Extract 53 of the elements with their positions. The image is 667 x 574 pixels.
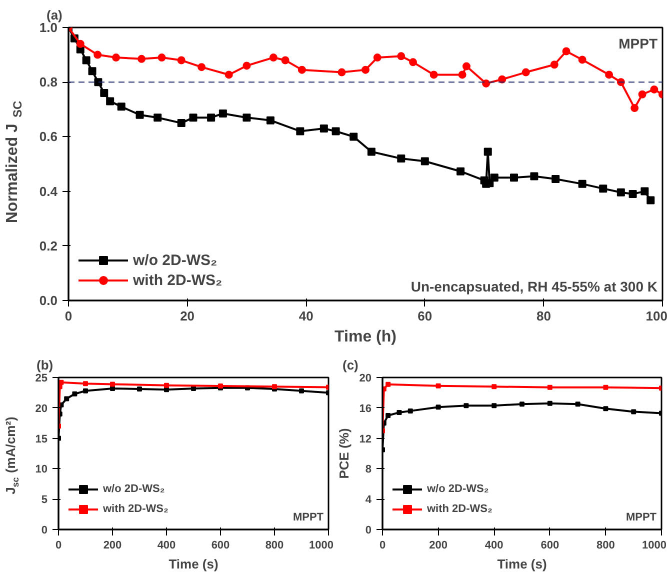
y-tick-label: 0.0 (39, 293, 58, 308)
y-axis-title: Normalized JSC (4, 100, 24, 224)
x-axis-title: Time (s) (497, 556, 547, 572)
y-tick-label: 5 (41, 494, 48, 506)
x-tick-label: 200 (429, 540, 448, 552)
x-tick-label: 400 (484, 540, 504, 552)
y-axis-title: PCE (%) (336, 428, 352, 479)
x-tick-label: 400 (157, 540, 176, 552)
x-axis-title: Time (s) (168, 556, 218, 572)
x-tick-label: 100 (646, 308, 667, 324)
y-tick-label: 12 (359, 433, 372, 446)
x-axis-title: Time (h) (334, 328, 396, 346)
x-tick-label: 0 (379, 540, 386, 552)
x-tick-label: 600 (211, 540, 230, 552)
y-tick-label: 8 (365, 464, 372, 476)
y-tick-label: 10 (35, 464, 48, 476)
y-tick-label: 16 (359, 402, 372, 415)
x-tick-label: 1000 (642, 540, 667, 552)
annotation: Un-encapsuated, RH 45-55% at 300 K (410, 278, 658, 294)
x-tick-label: 40 (298, 308, 314, 324)
y-tick-label: 25 (35, 372, 48, 384)
legend-label: with 2D-WS₂ (103, 503, 168, 515)
x-tick-label: 800 (596, 540, 615, 552)
x-tick-label: 1000 (309, 540, 334, 552)
legend-label: w/o 2D-WS₂ (103, 483, 165, 495)
x-tick-label: 0 (64, 308, 72, 324)
x-tick-label: 600 (540, 540, 560, 552)
y-tick-label: 20 (35, 402, 48, 415)
y-tick-label: 0 (41, 524, 48, 536)
x-tick-label: 20 (180, 308, 195, 324)
y-tick-label: 4 (365, 494, 372, 506)
annotation: MPPT (626, 512, 657, 524)
y-tick-label: 0.8 (39, 74, 58, 90)
legend-label: w/o 2D-WS₂ (133, 252, 218, 268)
x-tick-label: 800 (265, 540, 284, 552)
legend-label: w/o 2D-WS₂ (427, 483, 489, 495)
x-tick-label: 200 (103, 540, 122, 552)
x-tick-label: 60 (418, 308, 432, 324)
text: (b) (36, 358, 54, 372)
y-axis-title: Jsc (mA/cm²) (3, 416, 20, 494)
annotation: MPPT (292, 512, 324, 524)
text: (c) (342, 358, 358, 372)
y-tick-label: 0.2 (39, 238, 58, 254)
y-tick-label: 20 (359, 372, 372, 384)
legend-label: with 2D-WS₂ (427, 503, 492, 515)
y-tick-label: 0 (365, 524, 372, 536)
y-tick-label: 0.6 (39, 129, 58, 144)
x-tick-label: 80 (536, 308, 551, 324)
text: (a) (46, 8, 62, 22)
legend-label: with 2D-WS₂ (133, 272, 222, 288)
annotation: MPPT (618, 36, 658, 52)
y-tick-label: 15 (35, 433, 48, 446)
y-tick-label: 0.4 (39, 184, 58, 199)
